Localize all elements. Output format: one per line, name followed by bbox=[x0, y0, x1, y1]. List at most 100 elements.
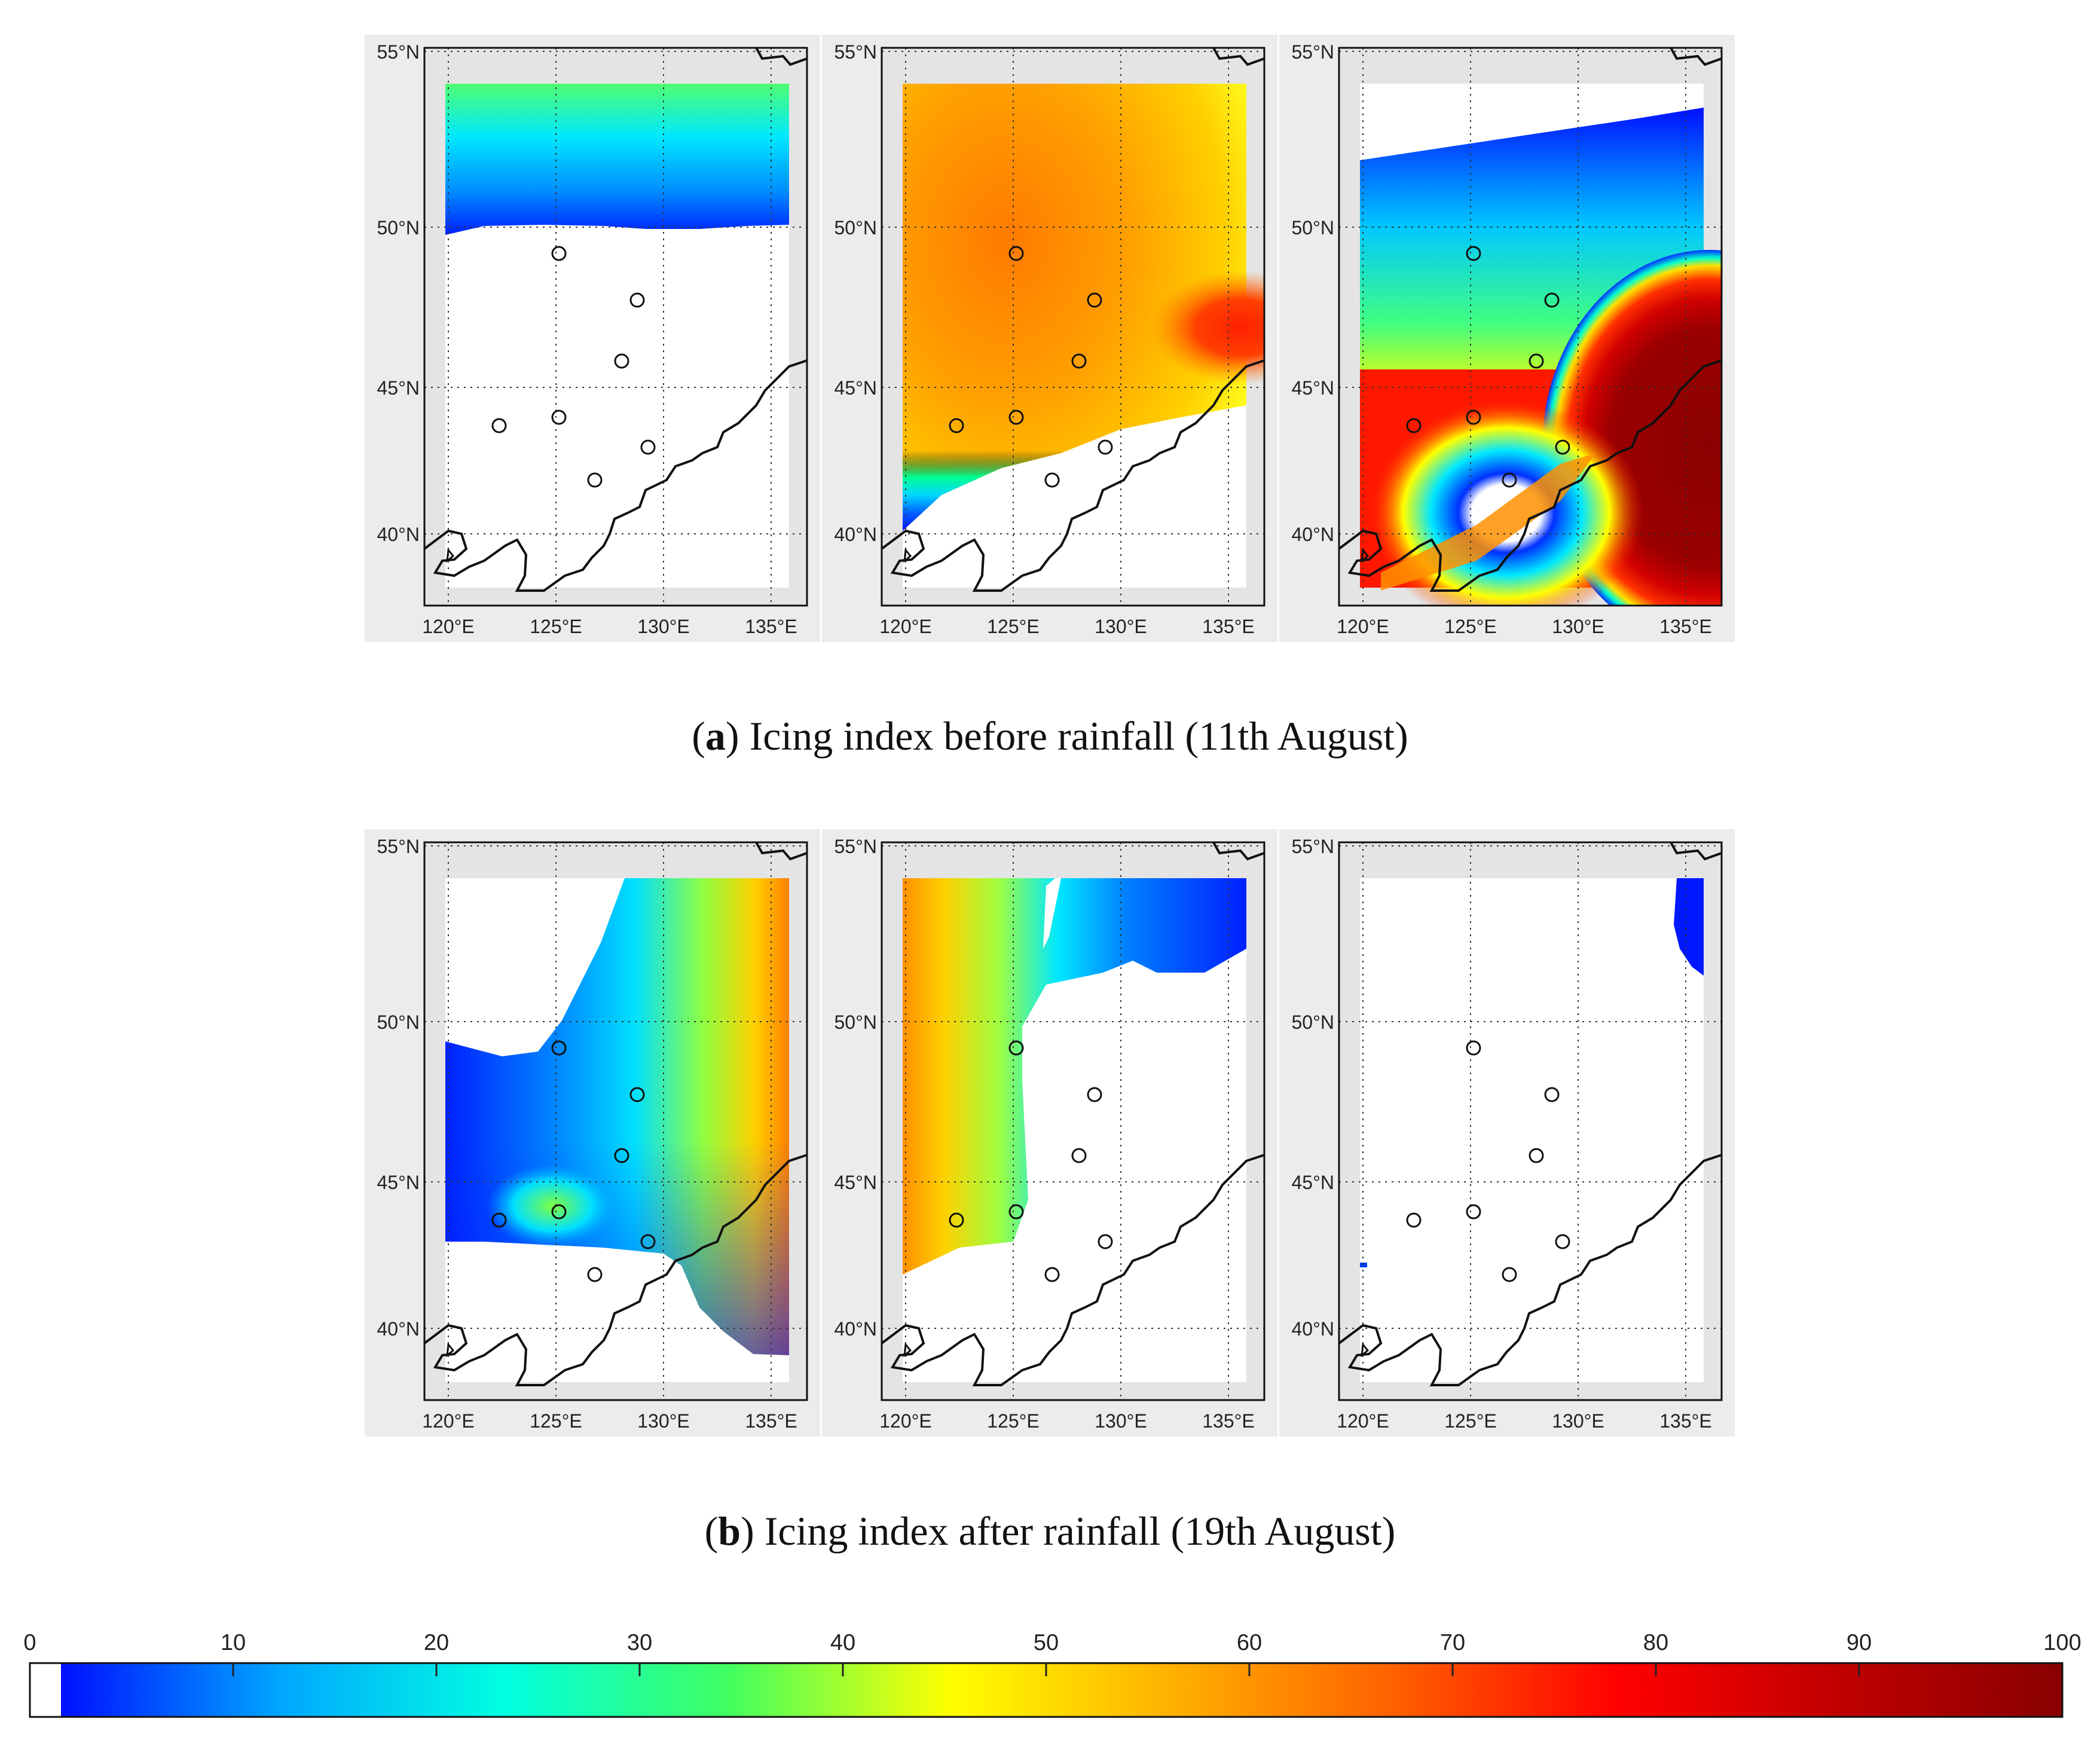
lat-tick-label: 50°N bbox=[1292, 1011, 1335, 1033]
coastline-island bbox=[903, 548, 912, 563]
lon-tick-label: 135°E bbox=[1659, 1410, 1712, 1432]
station-marker bbox=[1008, 1204, 1024, 1220]
lat-tick-label: 40°N bbox=[377, 1318, 420, 1340]
station-marker bbox=[1544, 1087, 1560, 1102]
map-axes-frame bbox=[881, 841, 1265, 1401]
map-panel-b1: 55°N 50°N 45°N 40°N 120°E 125°E 130°E 135°E bbox=[365, 829, 820, 1437]
lon-tick-label: 130°E bbox=[1552, 616, 1604, 637]
station-marker bbox=[640, 439, 656, 455]
coastline-northeast bbox=[1670, 842, 1722, 861]
station-marker bbox=[1502, 472, 1517, 488]
station-marker bbox=[491, 1212, 507, 1228]
icing-field bbox=[445, 84, 789, 235]
station-marker bbox=[1098, 439, 1113, 455]
lat-tick-label: 45°N bbox=[377, 1172, 420, 1193]
lat-tick-label: 50°N bbox=[835, 217, 878, 239]
lon-tick-label: 135°E bbox=[1659, 616, 1712, 637]
station-marker bbox=[1529, 353, 1544, 369]
coastline-northeast bbox=[755, 47, 808, 66]
lon-tick-label: 130°E bbox=[637, 616, 690, 637]
coastline bbox=[881, 359, 1265, 592]
station-marker bbox=[1555, 1234, 1570, 1249]
lat-tick-label: 45°N bbox=[377, 377, 420, 399]
station-marker bbox=[551, 246, 567, 261]
colorbar-tick-label: 50 bbox=[1034, 1630, 1059, 1655]
coastline-island bbox=[446, 1342, 455, 1358]
station-marker bbox=[1466, 1204, 1481, 1220]
station-marker bbox=[1502, 1267, 1517, 1282]
colorbar-tick-label: 10 bbox=[221, 1630, 246, 1655]
colorbar-tick-label: 60 bbox=[1237, 1630, 1262, 1655]
station-marker bbox=[551, 1204, 567, 1220]
lon-tick-label: 125°E bbox=[1444, 616, 1497, 637]
station-marker bbox=[587, 472, 603, 488]
lat-tick-label: 55°N bbox=[835, 836, 878, 857]
map-b2-svg: 55°N 50°N 45°N 40°N 120°E 125°E 130°E 135°E bbox=[835, 836, 1265, 1432]
station-marker bbox=[1008, 246, 1024, 261]
lon-tick-label: 125°E bbox=[987, 616, 1040, 637]
panel-row-b: 55°N 50°N 45°N 40°N 120°E 125°E 130°E 135°E 55°… bbox=[0, 829, 2100, 1437]
station-marker bbox=[949, 1212, 964, 1228]
coastline-island bbox=[1361, 548, 1370, 563]
lat-tick-label: 50°N bbox=[835, 1011, 878, 1033]
lon-tick-label: 130°E bbox=[1095, 616, 1147, 637]
lon-tick-label: 125°E bbox=[987, 1410, 1040, 1432]
lat-tick-label: 45°N bbox=[835, 1172, 878, 1193]
colorbar: 0 10 20 30 40 50 60 70 80 90 100 bbox=[23, 1630, 2081, 1718]
coastline-island bbox=[903, 1342, 912, 1358]
lat-tick-label: 55°N bbox=[835, 41, 878, 63]
station-marker bbox=[1406, 1212, 1422, 1228]
station-marker bbox=[491, 418, 507, 433]
colorbar-tick-label: 90 bbox=[1847, 1630, 1872, 1655]
icing-discontinuity bbox=[1381, 453, 1596, 591]
icing-speck bbox=[1360, 1263, 1367, 1267]
map-b1-svg: 55°N 50°N 45°N 40°N 120°E 125°E 130°E 135°E bbox=[377, 836, 808, 1432]
caption-b: (b) Icing index after rainfall (19th Aug… bbox=[704, 1508, 1396, 1554]
station-marker bbox=[1555, 439, 1570, 455]
coastline bbox=[881, 1154, 1265, 1386]
station-marker bbox=[1406, 418, 1422, 433]
lon-tick-label: 125°E bbox=[530, 1410, 582, 1432]
coastline bbox=[423, 359, 808, 592]
caption-a: (a) Icing index before rainfall (11th Au… bbox=[692, 713, 1408, 759]
colorbar-tick-label: 80 bbox=[1643, 1630, 1668, 1655]
lat-tick-label: 40°N bbox=[835, 524, 878, 545]
station-marker bbox=[587, 1267, 603, 1282]
icing-field-gradient bbox=[903, 352, 1246, 531]
caption-b-letter: b bbox=[718, 1508, 741, 1554]
icing-field bbox=[1674, 878, 1704, 976]
station-marker bbox=[1466, 409, 1481, 425]
lon-tick-label: 125°E bbox=[530, 616, 582, 637]
colorbar-tick-label: 30 bbox=[627, 1630, 652, 1655]
lat-tick-label: 55°N bbox=[377, 836, 420, 857]
lon-tick-label: 120°E bbox=[879, 616, 932, 637]
lon-tick-label: 135°E bbox=[1202, 1410, 1255, 1432]
icing-hotspot bbox=[1151, 271, 1264, 384]
caption-b-text: Icing index after rainfall (19th August) bbox=[764, 1508, 1396, 1554]
colorbar-tick-label: 0 bbox=[23, 1630, 36, 1655]
station-marker bbox=[1071, 353, 1087, 369]
map-a1-svg: 55°N 50°N 45°N 40°N 120°E 125°E 130°E 135°E bbox=[377, 41, 808, 637]
lat-tick-label: 40°N bbox=[1292, 524, 1335, 545]
map-panel-b2: 55°N 50°N 45°N 40°N 120°E 125°E 130°E 135°E bbox=[822, 829, 1277, 1437]
lat-tick-label: 40°N bbox=[377, 524, 420, 545]
caption-a-letter: a bbox=[705, 713, 726, 759]
station-marker bbox=[949, 418, 964, 433]
station-marker bbox=[1071, 1148, 1087, 1163]
station-marker bbox=[629, 1087, 645, 1102]
station-marker bbox=[1044, 472, 1060, 488]
lat-tick-label: 50°N bbox=[377, 217, 420, 239]
lon-tick-label: 120°E bbox=[1337, 616, 1389, 637]
coastline-northeast bbox=[755, 842, 808, 861]
colorbar-zero-swatch bbox=[30, 1663, 61, 1717]
colorbar-tick-label: 40 bbox=[830, 1630, 855, 1655]
map-axes-frame bbox=[423, 841, 808, 1401]
station-marker bbox=[614, 1148, 629, 1163]
lon-tick-label: 130°E bbox=[637, 1410, 690, 1432]
map-panel-a2: 55°N 50°N 45°N 40°N 120°E 125°E 130°E 135°E bbox=[822, 35, 1277, 642]
lat-tick-label: 50°N bbox=[377, 1011, 420, 1033]
lon-tick-label: 135°E bbox=[745, 616, 797, 637]
coastline-northeast bbox=[1670, 47, 1722, 66]
station-marker bbox=[1008, 409, 1024, 425]
lon-tick-label: 120°E bbox=[422, 616, 475, 637]
